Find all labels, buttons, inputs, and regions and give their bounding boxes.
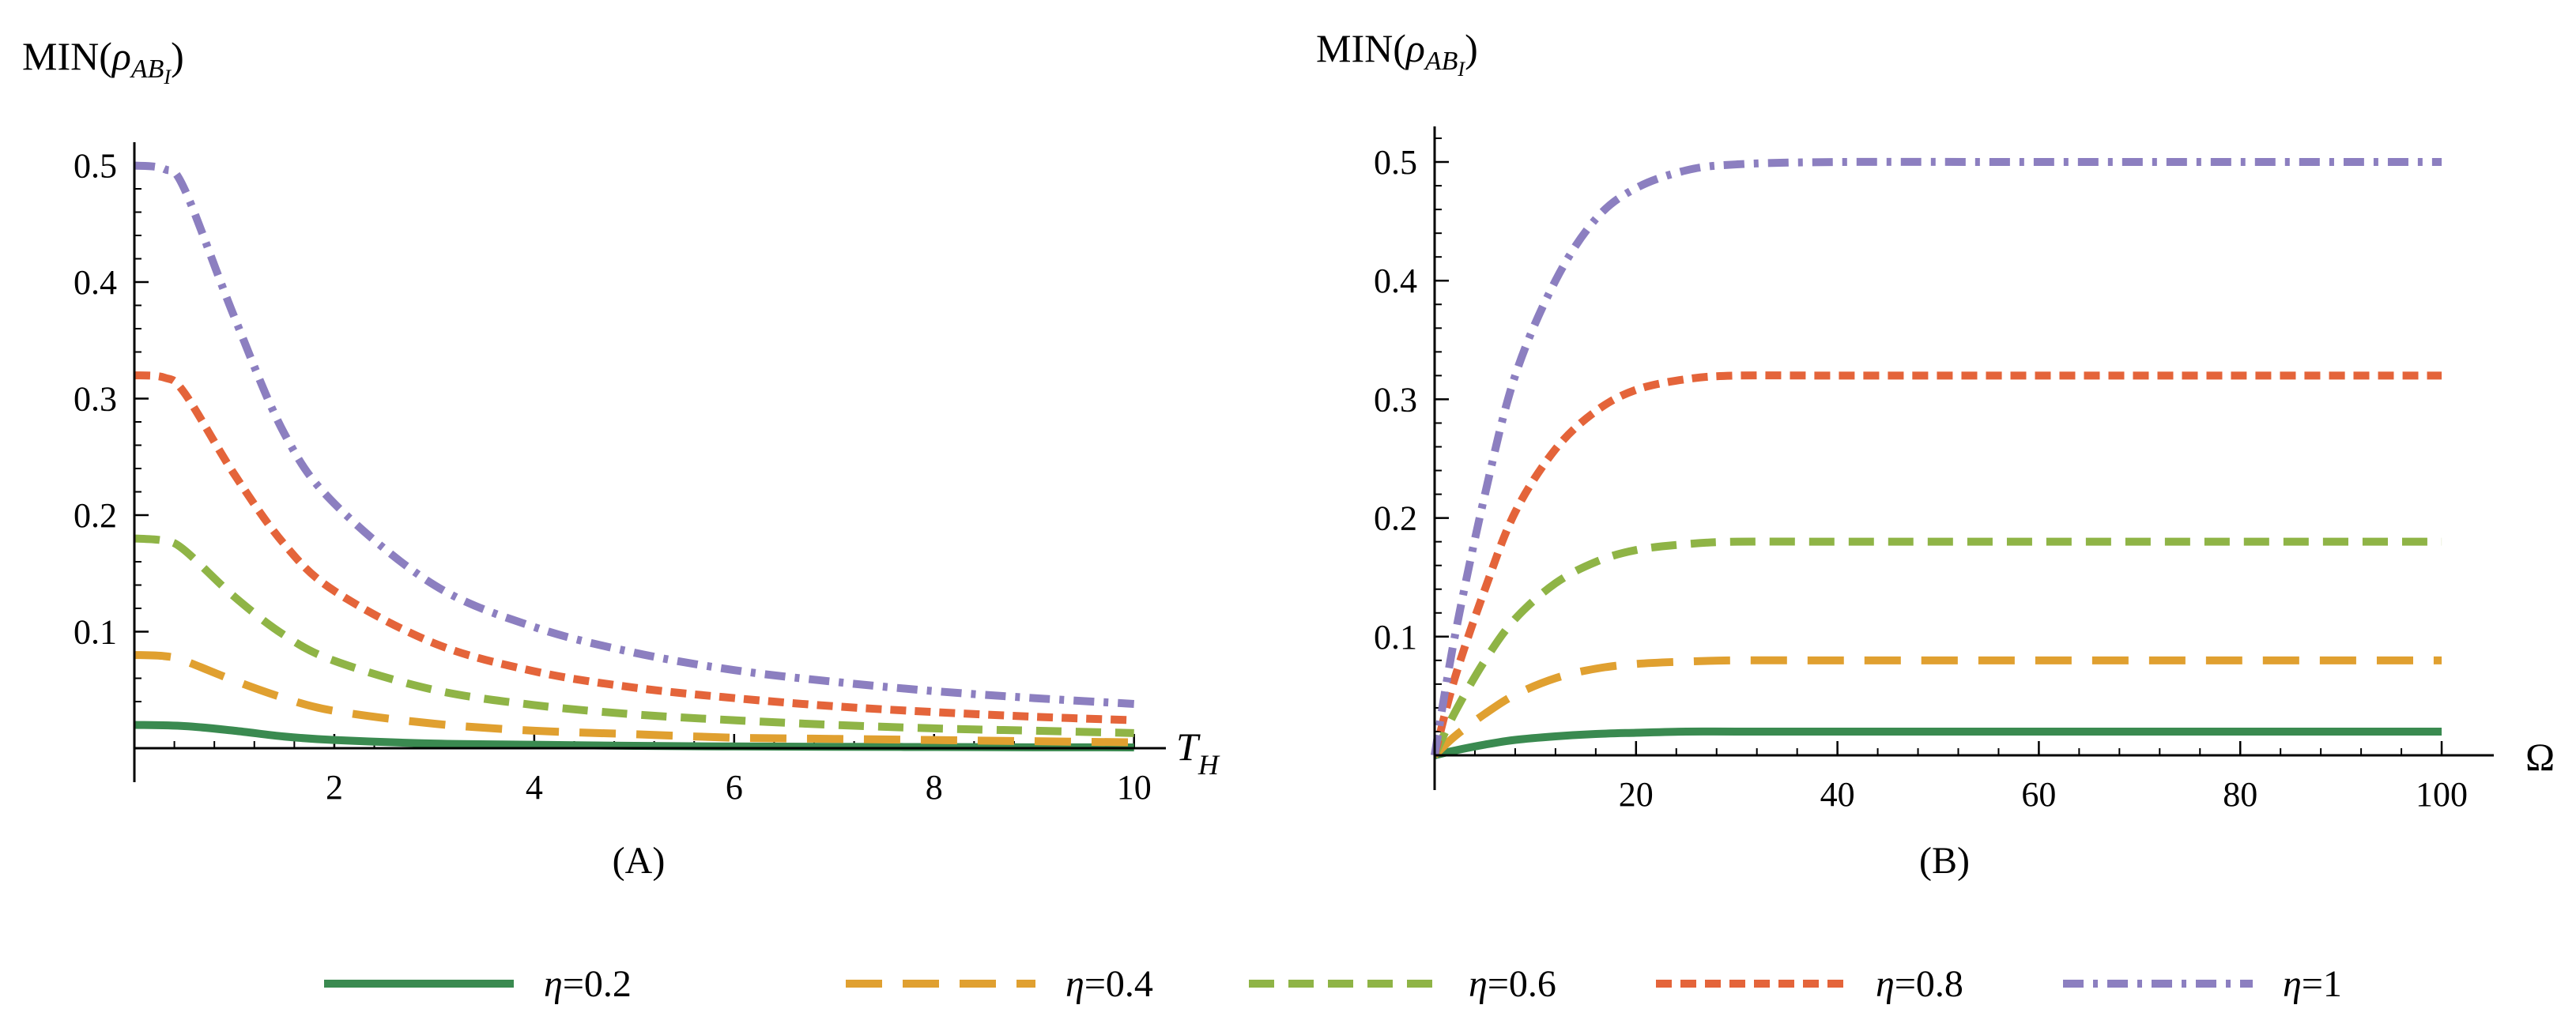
panel-b-x-tick-label: 20 <box>1619 775 1654 814</box>
panel-a-y-tick-label: 0.4 <box>74 263 117 302</box>
panel-a-label: (A) <box>613 840 666 882</box>
panel-b-series-line-3 <box>1431 371 2442 757</box>
panel-b-x-axis-title: Ω <box>2525 735 2555 779</box>
panel-a-ylabel-subsub: I <box>163 66 172 88</box>
legend-value-4: =1 <box>2302 963 2342 1005</box>
panel-b-ylabel-sub: AB <box>1424 47 1458 76</box>
panel-b-ylabel-prefix: MIN( <box>1316 26 1406 70</box>
legend-symbol-1: η <box>1065 963 1084 1005</box>
legend-label-2: η=0.6 <box>1469 963 1556 1005</box>
legend-label-4: η=1 <box>2283 963 2342 1005</box>
panel-a-ylabel-sub: AB <box>130 55 164 84</box>
panel-b-label: (B) <box>1919 840 1970 882</box>
legend-item-4: η=1 <box>2063 963 2342 1005</box>
panel-a-x-tick-label: 8 <box>926 768 943 807</box>
legend-value-0: =0.2 <box>563 963 632 1005</box>
panel-a: MIN(ρABI) 2 4 6 8 10 0.1 0.2 0.3 0.4 0.5 TH (A) <box>22 34 1220 882</box>
panel-b-ylabel-subsub: I <box>1457 58 1465 81</box>
panel-b-series <box>1431 157 2442 759</box>
panel-b-y-tick-label: 0.2 <box>1374 499 1417 538</box>
panel-a-ylabel-suffix: ) <box>171 34 184 78</box>
panel-b-x-tick-label: 100 <box>2416 775 2468 814</box>
panel-a-series-line-4 <box>134 161 1135 708</box>
panel-b-y-tick-label: 0.5 <box>1374 143 1417 182</box>
legend-label-3: η=0.8 <box>1876 963 1963 1005</box>
panel-a-xlabel-sub: H <box>1197 749 1220 781</box>
panel-b-ylabel-suffix: ) <box>1465 26 1478 70</box>
panel-b-series-line-4 <box>1431 157 2442 756</box>
panel-b-ylabel-rho: ρ <box>1405 26 1425 70</box>
legend-symbol-3: η <box>1876 963 1895 1005</box>
panel-a-series <box>134 161 1135 751</box>
panel-a-ylabel-prefix: MIN( <box>22 34 112 78</box>
panel-b-xlabel-main: Ω <box>2525 735 2555 779</box>
panel-a-tick-labels: 2 4 6 8 10 0.1 0.2 0.3 0.4 0.5 <box>74 147 1152 807</box>
legend: η=0.2 η=0.4 η=0.6 η=0.8 η=1 <box>324 963 2342 1005</box>
panel-a-y-tick-label: 0.1 <box>74 613 117 652</box>
legend-value-1: =0.4 <box>1084 963 1153 1005</box>
legend-item-1: η=0.4 <box>846 963 1153 1005</box>
legend-item-2: η=0.6 <box>1249 963 1556 1005</box>
panel-a-x-tick-label: 4 <box>526 768 543 807</box>
panel-b-series-line-0 <box>1433 727 2442 759</box>
panel-b-y-tick-label: 0.3 <box>1374 380 1417 419</box>
legend-symbol-0: η <box>544 963 563 1005</box>
panel-b-y-tick-label: 0.4 <box>1374 262 1417 300</box>
panel-a-ylabel-rho: ρ <box>111 34 131 78</box>
panel-a-x-tick-label: 2 <box>326 768 343 807</box>
legend-symbol-2: η <box>1469 963 1488 1005</box>
panel-b-x-tick-label: 60 <box>2021 775 2056 814</box>
panel-a-y-axis-title: MIN(ρABI) <box>22 34 184 88</box>
panel-a-x-tick-label: 6 <box>726 768 743 807</box>
panel-b-series-line-2 <box>1431 537 2442 758</box>
panel-a-x-axis-title: TH <box>1176 724 1220 781</box>
panel-b: MIN(ρABI) 20 40 60 80 100 0.1 0.2 0.3 0.4 0.5 Ω (… <box>1316 26 2555 882</box>
panel-a-series-line-3 <box>134 371 1134 724</box>
panel-a-y-tick-label: 0.2 <box>74 496 117 535</box>
legend-item-3: η=0.8 <box>1656 963 1963 1005</box>
panel-a-ticks <box>134 164 1135 748</box>
legend-value-3: =0.8 <box>1895 963 1963 1005</box>
legend-value-2: =0.6 <box>1488 963 1556 1005</box>
panel-b-series-line-1 <box>1431 656 2442 758</box>
panel-b-y-tick-label: 0.1 <box>1374 618 1417 657</box>
panel-a-series-line-2 <box>134 534 1134 737</box>
legend-label-0: η=0.2 <box>544 963 632 1005</box>
panel-b-y-axis-title: MIN(ρABI) <box>1316 26 1478 81</box>
panel-a-xlabel-main: T <box>1176 724 1201 769</box>
panel-a-series-line-1 <box>134 651 1134 747</box>
panel-a-y-tick-label: 0.5 <box>74 147 117 186</box>
legend-symbol-4: η <box>2283 963 2302 1005</box>
panel-a-y-tick-label: 0.3 <box>74 380 117 419</box>
panel-b-x-tick-label: 40 <box>1820 775 1855 814</box>
legend-item-0: η=0.2 <box>324 963 632 1005</box>
panel-a-x-tick-label: 10 <box>1117 768 1152 807</box>
panel-b-tick-labels: 20 40 60 80 100 0.1 0.2 0.3 0.4 0.5 <box>1374 143 2468 814</box>
panel-b-x-tick-label: 80 <box>2223 775 2257 814</box>
legend-label-1: η=0.4 <box>1065 963 1153 1005</box>
